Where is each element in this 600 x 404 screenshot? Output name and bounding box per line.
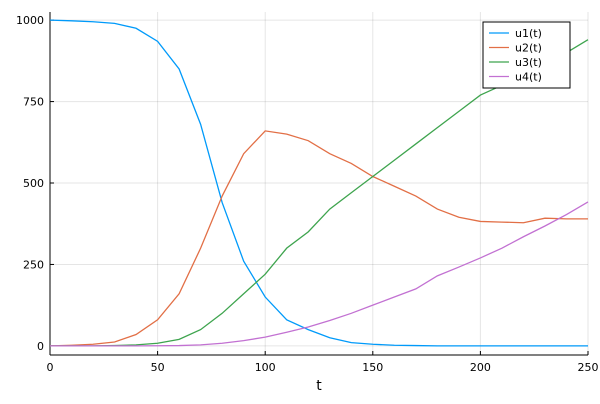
series-line (50, 201, 589, 347)
series-line (49, 19, 588, 347)
y-tick-label: 250 (23, 258, 44, 271)
x-tick-label: 200 (470, 361, 491, 374)
x-tick-label: 50 (151, 361, 165, 374)
x-tick-label: 250 (578, 361, 599, 374)
y-tick-label: 500 (23, 177, 44, 190)
x-tick-label: 0 (47, 361, 54, 374)
legend-label: u1(t) (515, 27, 542, 40)
legend-label: u2(t) (515, 42, 542, 55)
x-axis-label: t (316, 378, 322, 394)
series-line (49, 130, 588, 347)
y-tick-label: 1000 (16, 14, 44, 27)
x-tick-label: 150 (362, 361, 383, 374)
y-tick-label: 0 (37, 340, 44, 353)
y-tick-label: 750 (23, 96, 44, 109)
legend-label: u3(t) (515, 56, 542, 69)
x-tick-label: 100 (255, 361, 276, 374)
legend-label: u4(t) (515, 71, 542, 84)
